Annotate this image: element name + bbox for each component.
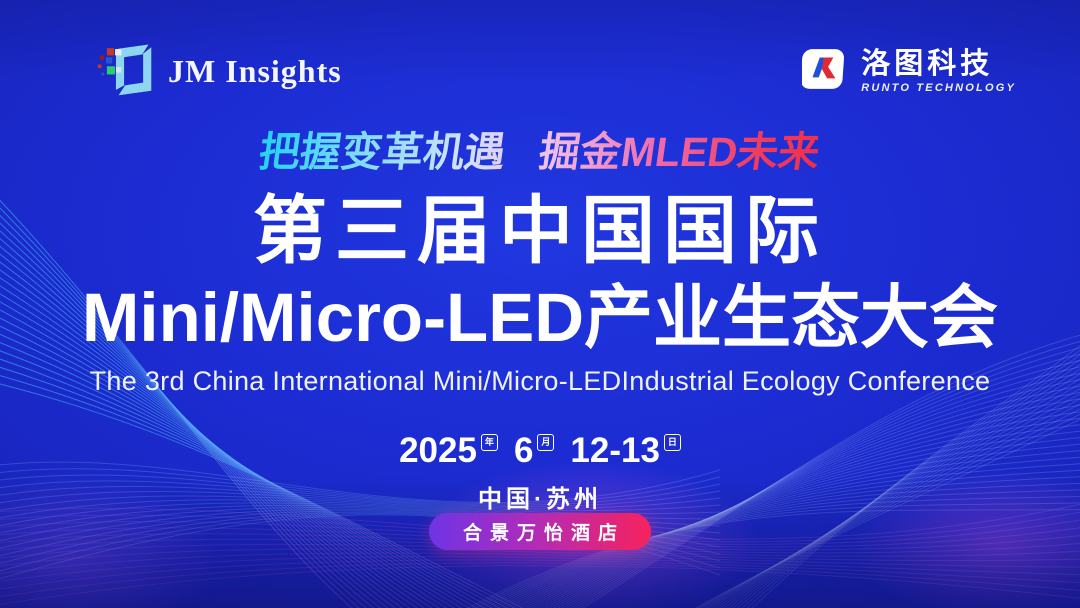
runto-wordmark-en: RUNTO TECHNOLOGY [861,81,1016,94]
slogan-part2: 掘金MLED未来 [536,129,823,175]
date-month-unit-badge: 月 [537,434,555,451]
jm-insights-logo: JM Insights [96,40,342,103]
venue-name: 合景万怡酒店 [462,523,626,544]
date-days: 12-13 [570,431,660,470]
runto-r-tile-icon [800,46,848,97]
main-title-line1: 第三届中国国际 [253,189,827,272]
date-year-unit-badge: 年 [480,434,498,451]
date-year: 2025 [399,431,477,470]
slogan-part1: 把握变革机遇 [256,129,509,175]
runto-logo: 洛图科技 RUNTO TECHNOLOGY [800,46,1016,97]
date-month: 6 [513,431,534,470]
header: JM Insights 洛图科技 RUNTO TECHNOLOGY [96,40,1016,103]
date-day-unit-badge: 日 [663,434,681,451]
runto-wordmark-cn: 洛图科技 [861,47,994,80]
jm-insights-wordmark: JM Insights [168,53,342,89]
venue-badge: 合景万怡酒店 [428,513,652,550]
event-location: 中国·苏州 [478,486,602,513]
main-title-line2: Mini/Micro-LED产业生态大会 [81,279,999,356]
jm-pixel-bracket-icon [96,40,154,103]
slogan-banner: 把握变革机遇 掘金MLED未来 [0,118,1080,178]
english-subtitle: The 3rd China International Mini/Micro-L… [89,366,991,396]
event-date: 2025 年 6 月 12-13 日 [0,433,1080,468]
